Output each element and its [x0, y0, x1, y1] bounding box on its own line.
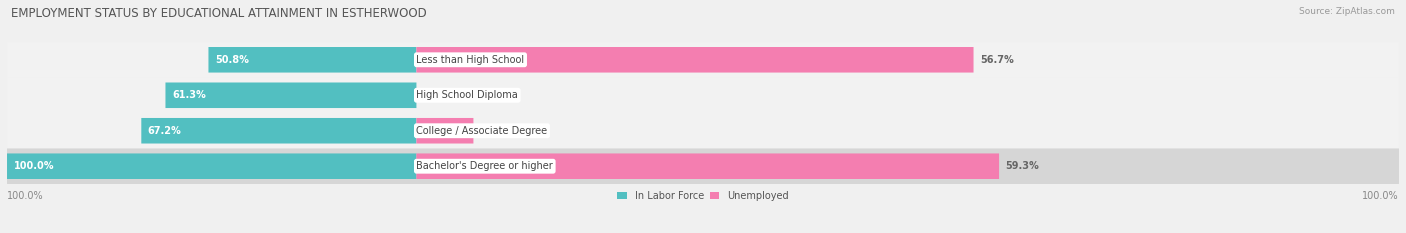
Legend: In Labor Force, Unemployed: In Labor Force, Unemployed: [613, 187, 793, 205]
Text: EMPLOYMENT STATUS BY EDUCATIONAL ATTAINMENT IN ESTHERWOOD: EMPLOYMENT STATUS BY EDUCATIONAL ATTAINM…: [11, 7, 427, 20]
Text: 56.7%: 56.7%: [980, 55, 1014, 65]
Text: 67.2%: 67.2%: [148, 126, 181, 136]
Text: 59.3%: 59.3%: [1005, 161, 1039, 171]
Text: 0.0%: 0.0%: [429, 90, 456, 100]
Text: College / Associate Degree: College / Associate Degree: [416, 126, 547, 136]
FancyBboxPatch shape: [416, 154, 1000, 179]
FancyBboxPatch shape: [416, 118, 474, 144]
Text: High School Diploma: High School Diploma: [416, 90, 519, 100]
FancyBboxPatch shape: [7, 113, 1399, 148]
FancyBboxPatch shape: [142, 118, 416, 144]
FancyBboxPatch shape: [7, 154, 416, 179]
FancyBboxPatch shape: [7, 78, 1399, 113]
FancyBboxPatch shape: [7, 148, 1399, 184]
FancyBboxPatch shape: [7, 42, 1399, 78]
FancyBboxPatch shape: [416, 47, 973, 72]
Text: Bachelor's Degree or higher: Bachelor's Degree or higher: [416, 161, 553, 171]
Text: 61.3%: 61.3%: [172, 90, 205, 100]
Text: 100.0%: 100.0%: [14, 161, 53, 171]
Text: Less than High School: Less than High School: [416, 55, 524, 65]
Text: 50.8%: 50.8%: [215, 55, 249, 65]
Text: 5.8%: 5.8%: [479, 126, 508, 136]
Text: 100.0%: 100.0%: [1362, 191, 1399, 201]
FancyBboxPatch shape: [208, 47, 416, 72]
Text: Source: ZipAtlas.com: Source: ZipAtlas.com: [1299, 7, 1395, 16]
Text: 100.0%: 100.0%: [7, 191, 44, 201]
FancyBboxPatch shape: [166, 82, 416, 108]
